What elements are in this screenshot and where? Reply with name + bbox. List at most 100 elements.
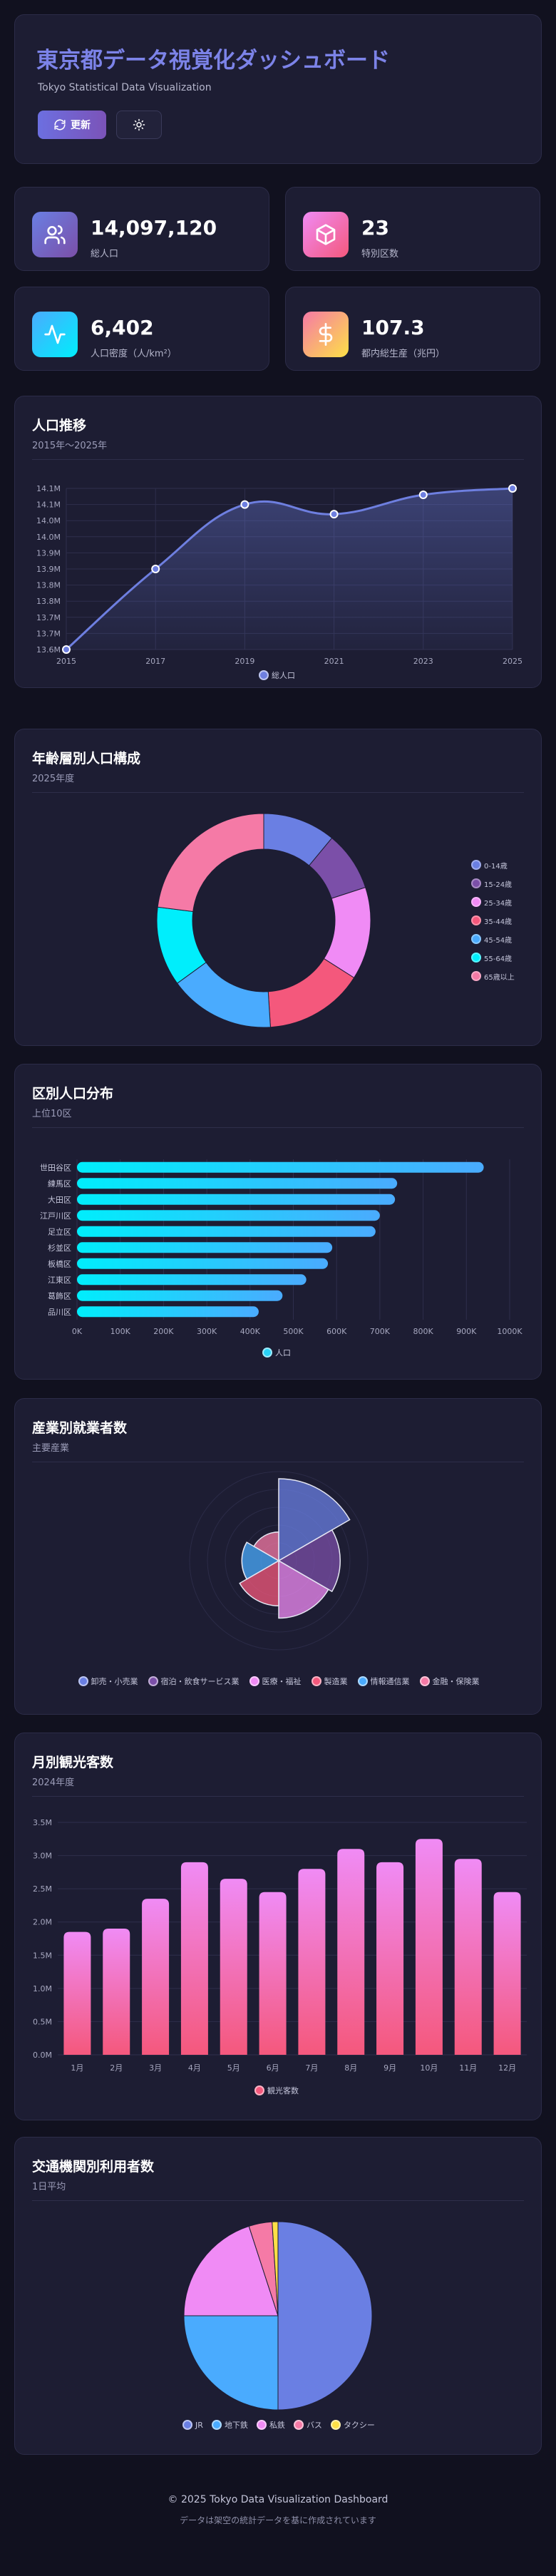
chart-subtitle: 2025年度 bbox=[32, 774, 75, 784]
x-tick-label: 2021 bbox=[324, 657, 344, 666]
legend-label: バス bbox=[306, 2421, 322, 2430]
footer-copyright: © 2025 Tokyo Data Visualization Dashboar… bbox=[168, 2494, 388, 2505]
legend-label: 情報通信業 bbox=[370, 1677, 410, 1686]
polar-segment bbox=[278, 1478, 351, 1562]
x-tick-label: 10月 bbox=[420, 2063, 438, 2073]
x-tick-label: 800K bbox=[413, 1327, 433, 1336]
chart-card-industry: 産業別就業者数 主要産業 卸売・小売業 宿泊・飲食サービス業 医療・福祉 製造業 情報通… bbox=[14, 1398, 542, 1715]
stat-card-density: 6,402 人口密度（人/km²） bbox=[14, 287, 269, 371]
refresh-button[interactable]: 更新 bbox=[38, 111, 106, 139]
polar-grid-ring bbox=[189, 1471, 369, 1651]
data-point bbox=[418, 491, 428, 500]
polar-segment bbox=[277, 1529, 341, 1593]
y-tick-label: 江戸川区 bbox=[40, 1211, 71, 1221]
refresh-label: 更新 bbox=[71, 120, 91, 131]
x-tick-label: 7月 bbox=[305, 2063, 318, 2073]
chart-card-population: 人口推移 2015年〜2025年 13.6M 13.7M 13.7M 13.8M 13.… bbox=[14, 396, 542, 688]
legend-item: タクシー bbox=[330, 2419, 375, 2431]
y-tick-label: 13.7M bbox=[36, 629, 61, 638]
transit-legend: JR 地下鉄 私鉄 バス タクシー bbox=[15, 2419, 542, 2431]
legend-swatch bbox=[357, 1676, 368, 1686]
legend-label: 0-14歳 bbox=[484, 862, 508, 871]
tourism-bar-chart: 0.0M 0.5M 1.0M 1.5M 2.0M 2.5M 3.0M 3.5M 1月 2月 3月 4月… bbox=[33, 1818, 527, 2073]
stat-value: 23 bbox=[361, 216, 389, 240]
refresh-icon bbox=[54, 119, 66, 130]
ward-bar bbox=[77, 1226, 376, 1237]
stat-value: 6,402 bbox=[91, 316, 154, 339]
y-tick-label: 13.8M bbox=[36, 581, 61, 590]
ward-bar bbox=[77, 1178, 398, 1189]
age-legend: 0-14歳 15-24歳 25-34歳 35-44歳 45-54歳 55-64歳 65歳以上 bbox=[471, 856, 535, 985]
legend-item: 金融・保険業 bbox=[419, 1676, 480, 1687]
legend-swatch bbox=[78, 1676, 88, 1686]
legend-swatch bbox=[471, 915, 481, 925]
legend-swatch bbox=[330, 2420, 341, 2430]
data-point bbox=[508, 484, 517, 493]
ward-bar bbox=[77, 1194, 396, 1205]
stat-card-gdp: 107.3 都内総生産（兆円） bbox=[285, 287, 540, 371]
legend-item: 私鉄 bbox=[256, 2419, 285, 2431]
chart-subtitle: 上位10区 bbox=[32, 1109, 72, 1119]
legend-swatch bbox=[293, 2420, 304, 2430]
stat-label: 都内総生産（兆円） bbox=[361, 349, 446, 359]
tourism-bar bbox=[337, 1849, 365, 2055]
legend-swatch bbox=[471, 953, 481, 963]
tourism-bar bbox=[493, 1892, 521, 2055]
polar-segment bbox=[253, 1531, 279, 1562]
stat-value: 14,097,120 bbox=[91, 216, 217, 240]
y-tick-label: 江東区 bbox=[48, 1276, 71, 1285]
chart-title: 月別観光客数 bbox=[32, 1755, 114, 1770]
population-line-chart: 13.6M 13.7M 13.7M 13.8M 13.8M 13.9M 13.9M 14.0M… bbox=[36, 484, 522, 666]
stat-card-population: 14,097,120 総人口 bbox=[14, 187, 269, 271]
ward-bar bbox=[77, 1306, 259, 1318]
legend-swatch bbox=[182, 2420, 193, 2430]
stat-label: 特別区数 bbox=[361, 249, 399, 260]
legend-label: 製造業 bbox=[324, 1677, 348, 1686]
chart-subtitle: 2024年度 bbox=[32, 1777, 75, 1788]
data-point bbox=[329, 510, 339, 519]
y-tick-label: 14.0M bbox=[36, 516, 61, 525]
data-point bbox=[62, 645, 71, 654]
legend-swatch bbox=[148, 1676, 158, 1686]
divider bbox=[32, 1127, 524, 1128]
y-tick-label: 2.5M bbox=[33, 1884, 52, 1894]
tourism-bar bbox=[220, 1879, 247, 2055]
x-tick-label: 2月 bbox=[110, 2063, 123, 2073]
legend-item: 55-64歳 bbox=[471, 948, 535, 967]
age-donut-chart bbox=[156, 813, 371, 1028]
industry-legend: 卸売・小売業 宿泊・飲食サービス業 医療・福祉 製造業 情報通信業 金融・保険業 bbox=[15, 1676, 542, 1687]
legend-swatch bbox=[262, 1348, 272, 1358]
legend-label: 医療・福祉 bbox=[262, 1677, 302, 1686]
y-tick-label: 世田谷区 bbox=[40, 1163, 71, 1172]
legend-label: 観光客数 bbox=[267, 2086, 299, 2095]
legend-swatch bbox=[259, 670, 269, 680]
tourism-bar bbox=[415, 1839, 443, 2055]
y-tick-label: 足立区 bbox=[48, 1226, 71, 1236]
chart-title: 人口推移 bbox=[32, 418, 87, 433]
legend-swatch bbox=[471, 878, 481, 888]
chart-subtitle: 2015年〜2025年 bbox=[32, 441, 108, 451]
legend-label: 25-34歳 bbox=[484, 899, 513, 908]
x-tick-label: 400K bbox=[240, 1327, 261, 1336]
pie-slice bbox=[272, 2221, 279, 2316]
legend-swatch bbox=[419, 1676, 430, 1686]
x-tick-label: 3月 bbox=[149, 2063, 162, 2073]
x-tick-label: 600K bbox=[326, 1327, 347, 1336]
legend-swatch bbox=[249, 1676, 259, 1686]
legend-item: 製造業 bbox=[311, 1676, 348, 1687]
y-tick-label: 大田区 bbox=[48, 1194, 71, 1204]
industry-polar-chart bbox=[189, 1471, 369, 1651]
legend-label: 65歳以上 bbox=[484, 973, 515, 982]
x-tick-label: 4月 bbox=[188, 2063, 201, 2073]
legend-item: 65歳以上 bbox=[471, 967, 535, 985]
divider bbox=[32, 459, 524, 460]
polar-segment bbox=[239, 1559, 279, 1607]
chart-subtitle: 1日平均 bbox=[32, 2182, 66, 2192]
legend-label: 15-24歳 bbox=[484, 881, 513, 889]
chart-legend: 総人口 bbox=[259, 669, 295, 681]
theme-toggle-button[interactable] bbox=[116, 111, 162, 139]
y-tick-label: 品川区 bbox=[48, 1308, 71, 1317]
data-point bbox=[151, 565, 160, 573]
legend-swatch bbox=[471, 971, 481, 981]
ward-bar bbox=[77, 1290, 283, 1301]
